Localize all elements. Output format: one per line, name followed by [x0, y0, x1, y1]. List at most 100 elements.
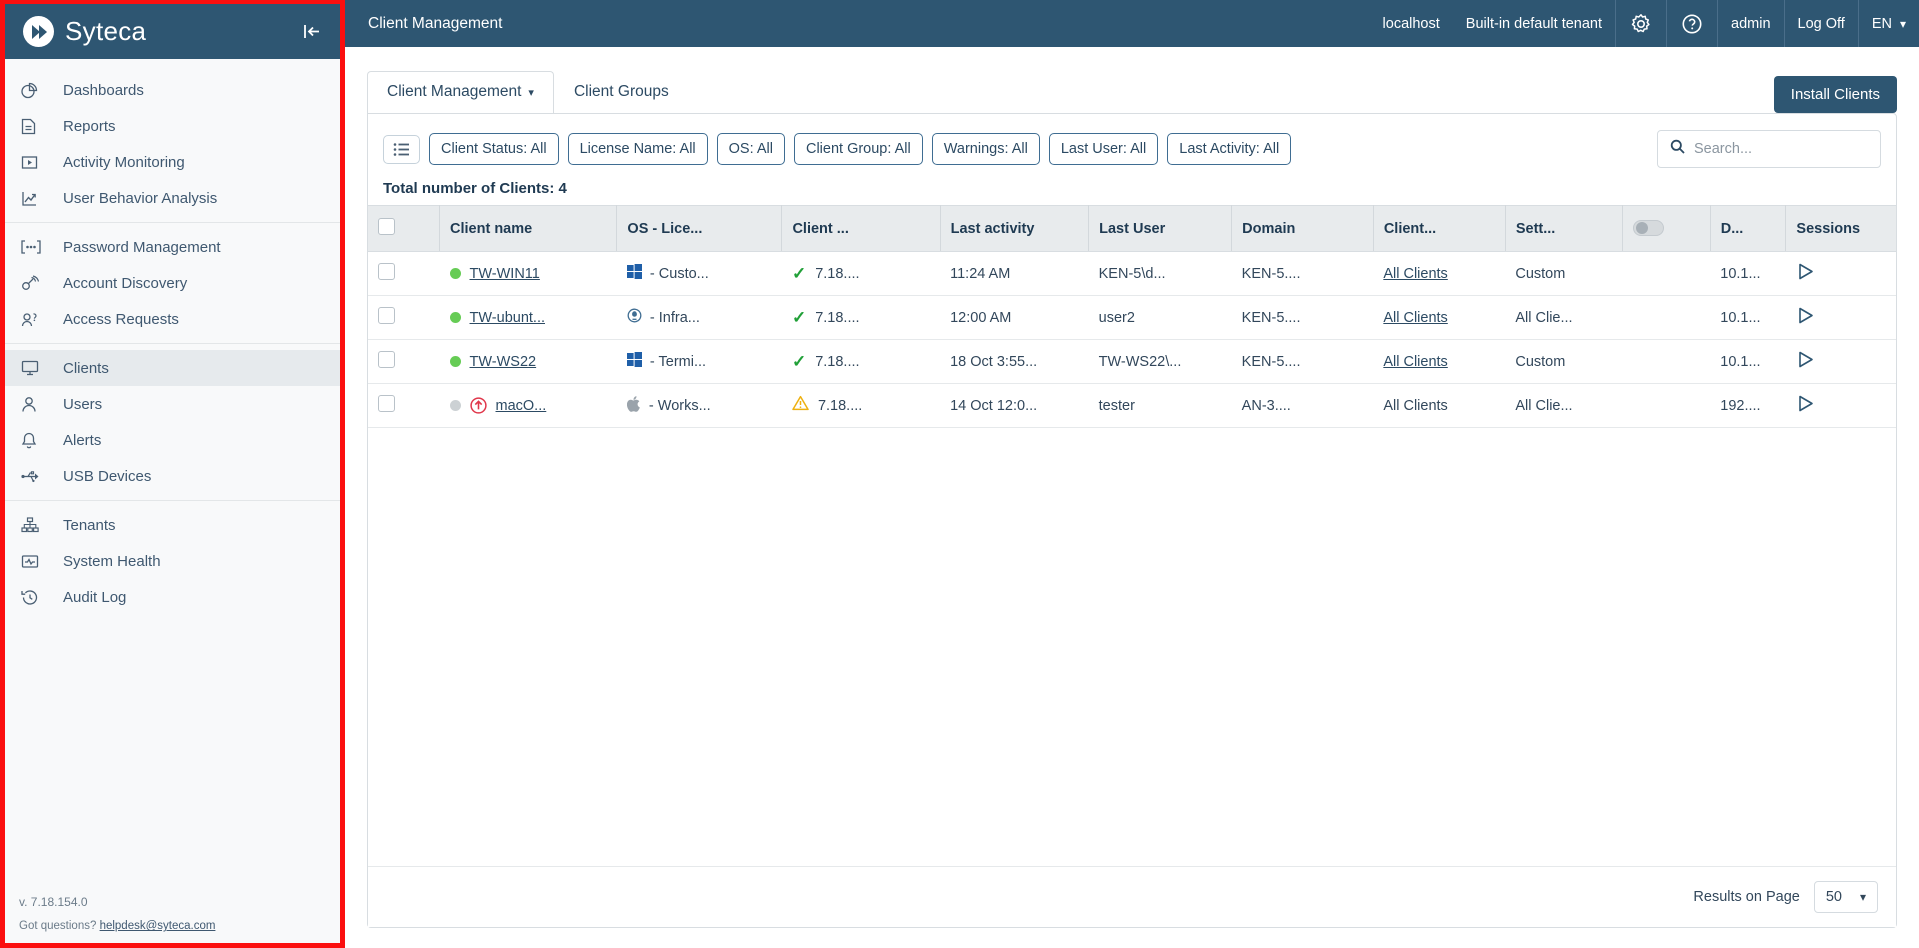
- row-select-cell[interactable]: [368, 383, 440, 428]
- col-client-version[interactable]: Client ...: [781, 205, 941, 252]
- row-checkbox[interactable]: [378, 351, 395, 368]
- col-last-activity[interactable]: Last activity: [940, 205, 1090, 252]
- sidebar-item-account-discovery[interactable]: Account Discovery: [5, 265, 340, 301]
- col-settings[interactable]: Sett...: [1505, 205, 1623, 252]
- col-domain[interactable]: Domain: [1231, 205, 1374, 252]
- col-device[interactable]: D...: [1710, 205, 1787, 252]
- tab-client-management[interactable]: Client Management ▾: [367, 71, 554, 113]
- cell-client-name[interactable]: TW-WS22: [439, 339, 617, 384]
- row-checkbox[interactable]: [378, 307, 395, 324]
- support-email-link[interactable]: helpdesk@syteca.com: [99, 920, 216, 933]
- col-client-group[interactable]: Client...: [1373, 205, 1506, 252]
- collapse-sidebar-icon[interactable]: [298, 24, 324, 39]
- filter-license-name[interactable]: License Name: All: [567, 133, 708, 165]
- table-row[interactable]: macO... - Works...: [368, 383, 1896, 428]
- filter-os[interactable]: OS: All: [716, 133, 785, 165]
- sidebar-item-tenants[interactable]: Tenants: [5, 507, 340, 543]
- cell-toggle[interactable]: [1622, 251, 1711, 296]
- row-select-cell[interactable]: [368, 339, 440, 384]
- table-row[interactable]: TW-WIN11 - Custo...: [368, 251, 1896, 296]
- status-dot-online: [449, 312, 461, 323]
- cell-sessions[interactable]: [1785, 339, 1896, 384]
- row-checkbox[interactable]: [378, 263, 395, 280]
- cell-client-group[interactable]: All Clients: [1373, 295, 1506, 340]
- play-icon[interactable]: [1796, 350, 1815, 369]
- search-input[interactable]: [1694, 141, 1868, 157]
- client-name-link[interactable]: TW-WIN11: [469, 265, 540, 282]
- cell-sessions[interactable]: [1785, 383, 1896, 428]
- gear-icon[interactable]: [1615, 0, 1666, 47]
- sidebar-item-alerts[interactable]: Alerts: [5, 422, 340, 458]
- row-checkbox[interactable]: [378, 395, 395, 412]
- language-label: EN: [1871, 15, 1892, 32]
- page-size-select[interactable]: 50 ▾: [1813, 881, 1878, 913]
- sidebar-item-password-management[interactable]: Password Management: [5, 229, 340, 265]
- language-selector[interactable]: EN ▾: [1857, 0, 1919, 47]
- client-name-link[interactable]: TW-WS22: [469, 353, 537, 370]
- play-icon[interactable]: [1796, 306, 1815, 325]
- install-clients-button[interactable]: Install Clients: [1773, 76, 1897, 113]
- topbar-host: localhost: [1382, 15, 1440, 32]
- update-available-icon[interactable]: [469, 397, 487, 414]
- cell-toggle[interactable]: [1622, 339, 1711, 384]
- col-sessions[interactable]: Sessions: [1785, 205, 1896, 252]
- topbar-username[interactable]: admin: [1717, 0, 1784, 47]
- cell-sessions[interactable]: [1785, 295, 1896, 340]
- cell-toggle[interactable]: [1622, 295, 1711, 340]
- cell-last-activity: 12:00 AM: [940, 295, 1089, 340]
- cell-client-name[interactable]: TW-ubunt...: [439, 295, 617, 340]
- play-icon[interactable]: [1796, 394, 1815, 413]
- topbar-tenant[interactable]: Built-in default tenant: [1465, 15, 1603, 32]
- col-client-name[interactable]: Client name: [439, 205, 618, 252]
- filter-last-activity[interactable]: Last Activity: All: [1167, 133, 1292, 165]
- cell-os-license: - Custo...: [616, 251, 782, 296]
- sidebar-item-users[interactable]: Users: [5, 386, 340, 422]
- cell-client-name[interactable]: TW-WIN11: [439, 251, 617, 296]
- sidebar-item-reports[interactable]: Reports: [5, 108, 340, 144]
- sidebar-item-clients[interactable]: Clients: [5, 350, 340, 386]
- client-group-link[interactable]: All Clients: [1383, 265, 1448, 282]
- select-all-checkbox[interactable]: [378, 218, 395, 235]
- select-all-header[interactable]: [368, 205, 441, 252]
- tab-client-groups[interactable]: Client Groups: [554, 71, 689, 113]
- client-group-link[interactable]: All Clients: [1383, 353, 1448, 370]
- client-version-text: 7.18....: [817, 397, 863, 414]
- table-row[interactable]: TW-WS22 - Termi...: [368, 339, 1896, 384]
- search-box[interactable]: [1657, 130, 1881, 168]
- toggle-off-icon[interactable]: [1632, 219, 1664, 236]
- client-name-link[interactable]: macO...: [495, 397, 547, 414]
- sidebar-item-audit-log[interactable]: Audit Log: [5, 579, 340, 615]
- filter-last-user[interactable]: Last User: All: [1048, 133, 1159, 165]
- cell-client-name[interactable]: macO...: [439, 383, 617, 428]
- client-name-link[interactable]: TW-ubunt...: [469, 309, 545, 326]
- cell-last-user: TW-WS22\...: [1088, 339, 1232, 384]
- sidebar-item-user-behavior-analysis[interactable]: User Behavior Analysis: [5, 180, 340, 216]
- cell-sessions[interactable]: [1785, 251, 1896, 296]
- cell-toggle[interactable]: [1622, 383, 1711, 428]
- client-group-link[interactable]: All Clients: [1383, 309, 1448, 326]
- sidebar-item-usb-devices[interactable]: USB Devices: [5, 458, 340, 494]
- cell-ip: 10.1...: [1710, 295, 1786, 340]
- table-row[interactable]: TW-ubunt... - Infra...: [368, 295, 1896, 340]
- row-select-cell[interactable]: [368, 251, 440, 296]
- filter-client-group[interactable]: Client Group: All: [793, 133, 923, 165]
- help-circle-icon[interactable]: [1666, 0, 1717, 47]
- sidebar-item-activity-monitoring[interactable]: Activity Monitoring: [5, 144, 340, 180]
- logoff-button[interactable]: Log Off: [1783, 0, 1858, 47]
- col-last-user[interactable]: Last User: [1088, 205, 1233, 252]
- sidebar-item-system-health[interactable]: System Health: [5, 543, 340, 579]
- filter-client-status[interactable]: Client Status: All: [429, 133, 559, 165]
- col-os-license[interactable]: OS - Lice...: [616, 205, 783, 252]
- sidebar-item-dashboards[interactable]: Dashboards: [5, 72, 340, 108]
- cell-client-group[interactable]: All Clients: [1373, 251, 1506, 296]
- sidebar-item-access-requests[interactable]: Access Requests: [5, 301, 340, 337]
- check-icon: ✓: [791, 307, 807, 327]
- col-toggle[interactable]: [1622, 205, 1711, 252]
- play-icon[interactable]: [1796, 262, 1815, 281]
- row-select-cell[interactable]: [368, 295, 440, 340]
- cell-client-group[interactable]: All Clients: [1373, 339, 1506, 384]
- cell-last-activity: 11:24 AM: [940, 251, 1089, 296]
- column-list-icon[interactable]: [383, 134, 420, 164]
- filter-warnings[interactable]: Warnings: All: [931, 133, 1040, 165]
- bell-icon: [21, 432, 47, 449]
